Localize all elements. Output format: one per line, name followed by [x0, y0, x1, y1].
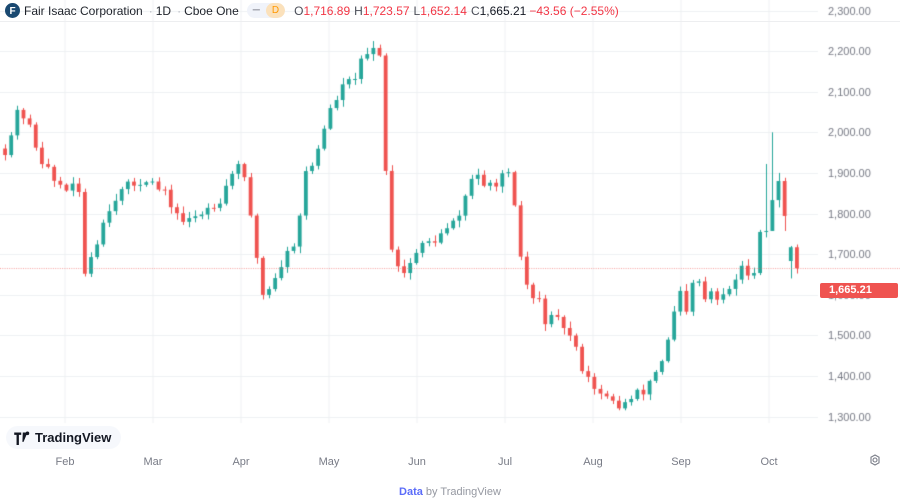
svg-text:F: F: [10, 6, 16, 17]
